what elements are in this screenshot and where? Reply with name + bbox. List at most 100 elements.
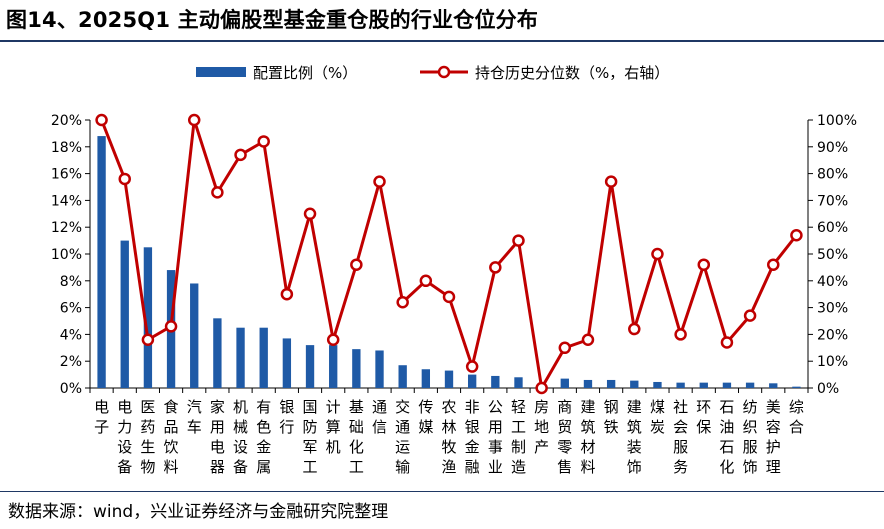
category-label: 通信 xyxy=(372,398,387,436)
legend-line-marker xyxy=(437,65,451,79)
point-建筑装饰 xyxy=(628,322,641,336)
category-label: 商贸零售 xyxy=(557,398,572,476)
point-有色金属 xyxy=(257,135,270,148)
point-纺织服饰 xyxy=(743,309,757,322)
category-label: 钢铁 xyxy=(604,398,619,436)
category-label: 医药生物 xyxy=(140,398,155,476)
right-tick-label: 70% xyxy=(817,193,848,209)
bar-轻工制造 xyxy=(514,377,523,388)
point-计算机 xyxy=(326,333,340,347)
legend: 配置比例（%） 持仓历史分位数（%，右轴） xyxy=(196,64,669,82)
category-label: 计算机 xyxy=(326,398,341,456)
category-label: 电子 xyxy=(94,398,109,436)
category-label: 有色金属 xyxy=(256,398,271,476)
bar-建筑装饰 xyxy=(630,380,639,388)
category-label: 农林牧渔 xyxy=(441,398,456,476)
legend-bar-label: 配置比例（%） xyxy=(253,64,357,82)
category-label: 银行 xyxy=(279,398,294,436)
chart: 配置比例（%） 持仓历史分位数（%，右轴） 0% 2% 4% 6% 8% 10% 12% 14… xyxy=(51,64,857,476)
bar-美容护理 xyxy=(769,383,778,388)
left-tick-label: 2% xyxy=(60,354,82,370)
category-label: 美容护理 xyxy=(766,398,781,476)
title-divider xyxy=(0,40,884,42)
left-tick-label: 4% xyxy=(60,327,82,343)
point-交通运输 xyxy=(396,295,409,309)
bar-汽车 xyxy=(190,283,199,388)
category-label: 国防军工 xyxy=(303,398,318,476)
point-商贸零售 xyxy=(558,341,572,355)
source-divider xyxy=(0,491,884,492)
category-label: 房地产 xyxy=(534,398,549,456)
right-tick-label: 90% xyxy=(817,140,848,156)
bar-社会服务 xyxy=(676,382,685,388)
bar-电力设备 xyxy=(120,240,129,388)
category-label: 机械设备 xyxy=(233,398,248,476)
right-tick-label: 40% xyxy=(817,274,848,290)
bar-交通运输 xyxy=(398,365,407,388)
point-家用电器 xyxy=(211,186,224,199)
left-tick-label: 6% xyxy=(60,301,82,317)
point-美容护理 xyxy=(767,258,780,271)
bar-通信 xyxy=(375,350,384,388)
left-tick-label: 10% xyxy=(51,247,82,263)
point-非银金融 xyxy=(465,360,479,373)
bar-农林牧渔 xyxy=(444,370,454,388)
category-label: 环保 xyxy=(696,398,711,436)
percentile-series-line xyxy=(100,118,798,390)
point-社会服务 xyxy=(674,328,687,341)
right-tick-label: 100% xyxy=(817,113,857,129)
point-基础化工 xyxy=(350,258,363,271)
right-tick-label: 80% xyxy=(817,167,848,183)
point-石油石化 xyxy=(720,336,734,349)
point-医药生物 xyxy=(141,333,155,347)
point-银行 xyxy=(280,287,294,301)
point-综合 xyxy=(790,228,803,242)
bar-计算机 xyxy=(329,345,338,388)
category-label: 传媒 xyxy=(418,398,433,436)
bar-机械设备 xyxy=(236,327,245,388)
right-tick-label: 0% xyxy=(817,381,839,397)
bars xyxy=(97,136,801,388)
bar-商贸零售 xyxy=(560,378,569,388)
bar-环保 xyxy=(699,382,708,388)
bar-非银金融 xyxy=(467,374,477,388)
point-建筑材料 xyxy=(581,333,595,347)
left-tick-label: 18% xyxy=(51,140,82,156)
category-label: 纺织服饰 xyxy=(743,398,758,476)
category-label: 社会服务 xyxy=(673,398,688,476)
right-tick-label: 60% xyxy=(817,220,848,236)
bar-石油石化 xyxy=(722,382,732,388)
point-钢铁 xyxy=(604,175,618,188)
category-label: 综合 xyxy=(789,398,804,436)
left-tick-label: 14% xyxy=(51,193,82,209)
left-tick-label: 20% xyxy=(51,113,82,129)
bar-银行 xyxy=(282,338,292,388)
point-食品饮料 xyxy=(164,320,178,333)
category-label: 建筑材料 xyxy=(580,398,595,476)
bar-国防军工 xyxy=(305,345,315,388)
category-label: 石油石化 xyxy=(719,398,734,476)
bar-煤炭 xyxy=(653,381,662,388)
left-tick-label: 0% xyxy=(60,381,82,397)
source-note: 数据来源：wind，兴业证券经济与金融研究院整理 xyxy=(8,502,389,522)
category-labels: 电子电力设备医药生物食品饮料汽车家用电器机械设备有色金属银行国防军工计算机基础化… xyxy=(94,398,804,476)
bar-有色金属 xyxy=(259,327,268,388)
point-轻工制造 xyxy=(512,234,525,247)
point-国防军工 xyxy=(303,207,317,221)
point-房地产 xyxy=(535,381,548,395)
left-tick-label: 8% xyxy=(60,274,82,290)
bar-家用电器 xyxy=(213,318,222,388)
category-label: 建筑装饰 xyxy=(627,398,642,476)
point-环保 xyxy=(697,258,711,271)
category-label: 交通运输 xyxy=(395,398,410,476)
point-电力设备 xyxy=(118,172,131,186)
percentile-line xyxy=(95,113,803,395)
left-tick-label: 16% xyxy=(51,167,82,183)
category-label: 汽车 xyxy=(187,398,202,436)
legend-bar-swatch xyxy=(196,67,246,77)
category-label: 食品饮料 xyxy=(164,398,179,476)
left-tick-label: 12% xyxy=(51,220,82,236)
bar-公用事业 xyxy=(491,375,500,388)
right-tick-label: 20% xyxy=(817,327,848,343)
bar-建筑材料 xyxy=(583,379,593,388)
